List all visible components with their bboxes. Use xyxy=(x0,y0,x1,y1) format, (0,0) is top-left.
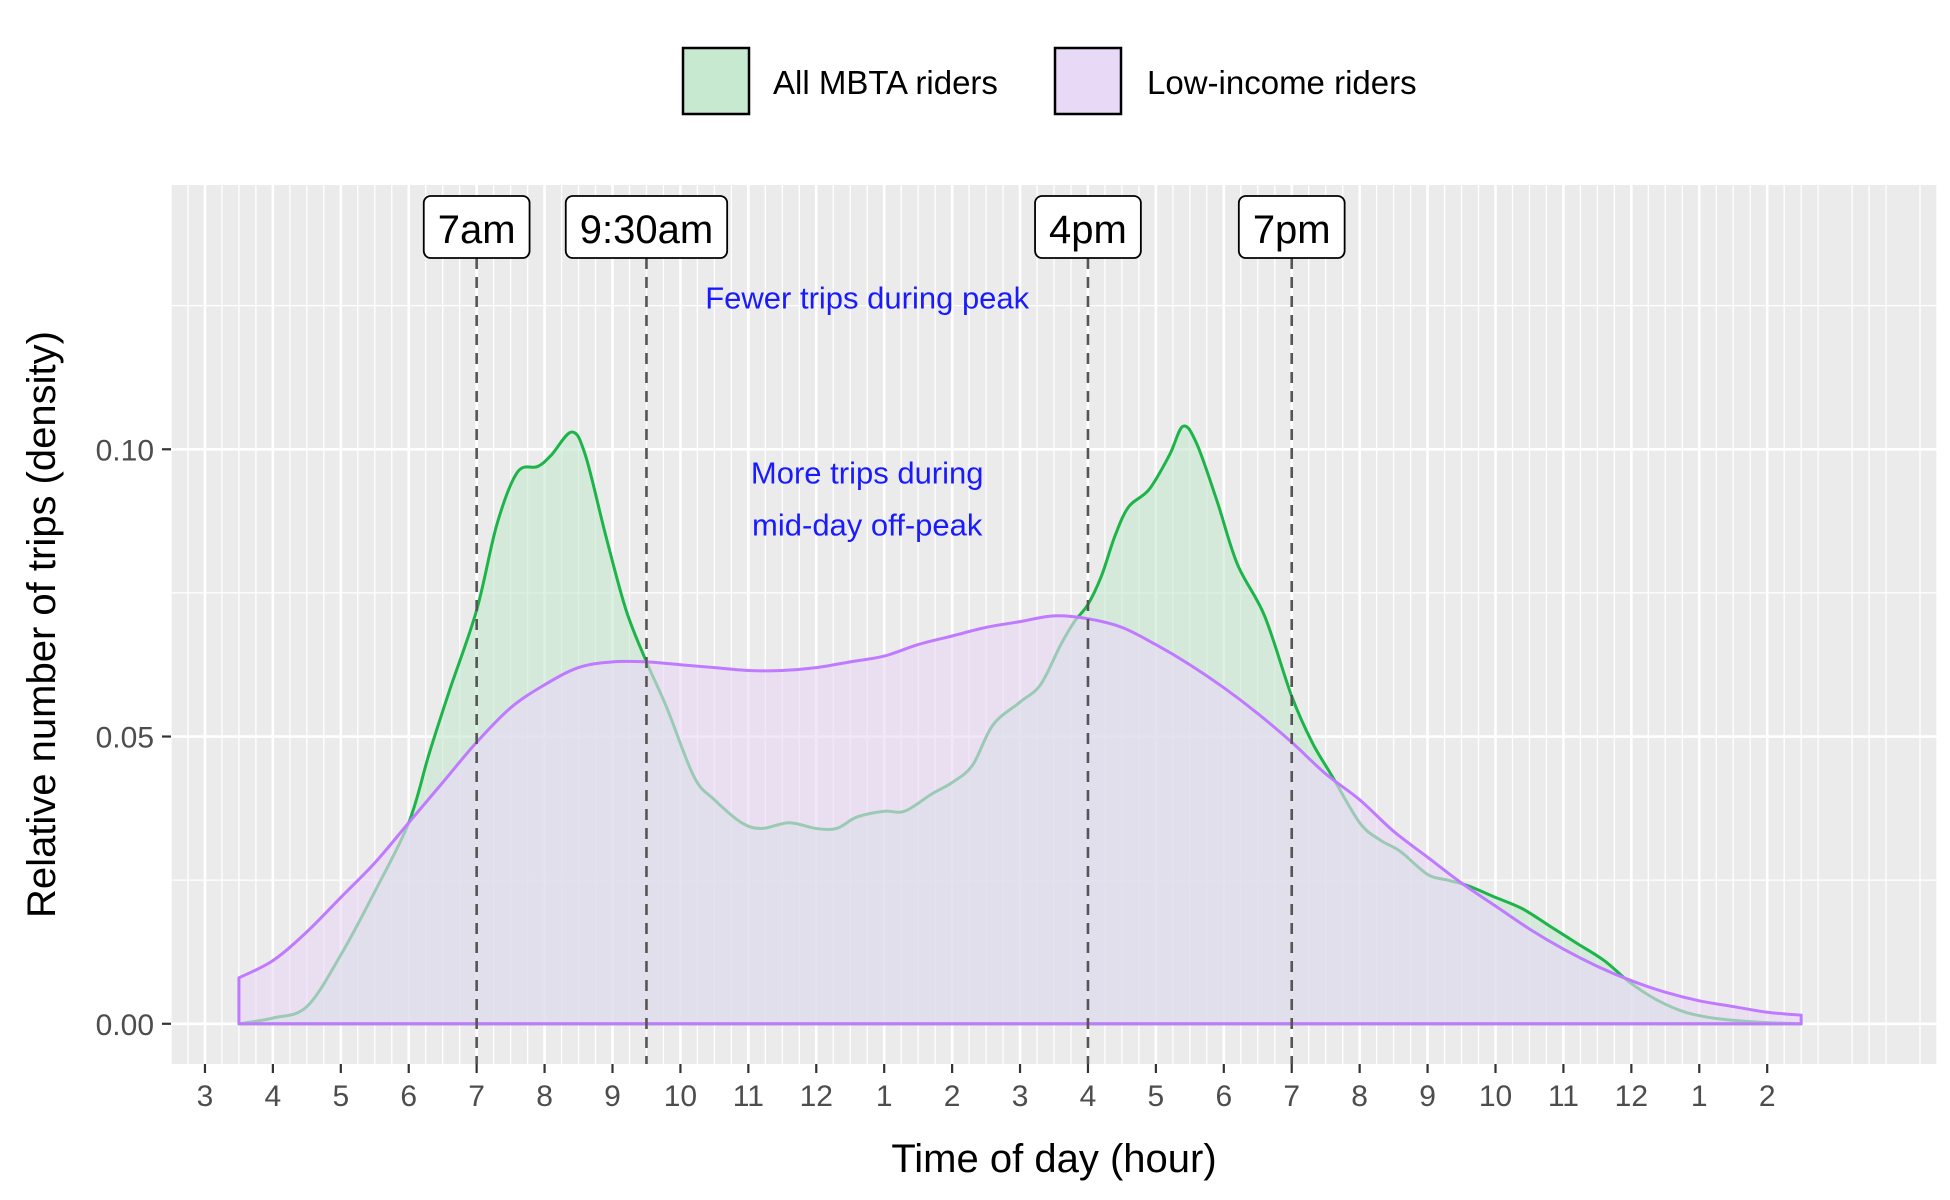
series-area-low-income-riders xyxy=(237,614,1803,1026)
x-tick-label: 6 xyxy=(1215,1080,1232,1113)
legend-label: Low-income riders xyxy=(1147,64,1417,101)
x-tick-label: 10 xyxy=(664,1080,697,1113)
legend: All MBTA riders Low-income riders xyxy=(681,46,1417,116)
x-tick-label: 8 xyxy=(536,1080,553,1113)
x-tick-label: 11 xyxy=(733,1080,764,1113)
marker-label-text: 4pm xyxy=(1049,208,1127,252)
x-tick-label: 4 xyxy=(1080,1080,1097,1113)
marker-label-box xyxy=(1034,195,1142,259)
marker-label-box xyxy=(422,195,531,259)
annotation-text: More trips during xyxy=(751,456,984,491)
marker-label-text: 7am xyxy=(438,208,516,252)
marker-label: 4pm xyxy=(1034,195,1142,259)
annotation-text: mid-day off-peak xyxy=(752,508,983,543)
x-tick-label: 9 xyxy=(1419,1080,1436,1113)
marker-label: 7pm xyxy=(1237,195,1346,259)
x-tick-label: 5 xyxy=(1148,1080,1165,1113)
axes: 3 4 5 6 7 8 9 10 11 12 1 2 3 4 5 6 7 8 9 10 11 12 1 20.000.050.… xyxy=(20,331,1776,1181)
series-layer xyxy=(237,424,1803,1026)
legend-key-low-income-riders xyxy=(1053,46,1123,116)
x-tick-label: 6 xyxy=(400,1080,417,1113)
vertical-markers: 7am 9:30am 4pm 7pm xyxy=(422,195,1346,1064)
x-tick-label: 3 xyxy=(1012,1080,1029,1113)
y-axis-title: Relative number of trips (density) xyxy=(20,331,64,918)
x-tick-label: 2 xyxy=(944,1080,961,1113)
legend-label: All MBTA riders xyxy=(773,64,998,101)
x-tick-label: 5 xyxy=(332,1080,349,1113)
marker-label-box xyxy=(1237,195,1346,259)
marker-label-text: 9:30am xyxy=(580,208,713,252)
x-tick-label: 3 xyxy=(197,1080,214,1113)
y-tick-label: 0.00 xyxy=(96,1009,154,1042)
x-tick-label: 8 xyxy=(1351,1080,1368,1113)
x-tick-label: 12 xyxy=(800,1080,833,1113)
x-tick-label: 10 xyxy=(1479,1080,1512,1113)
y-tick-label: 0.10 xyxy=(96,434,154,467)
x-tick-label: 7 xyxy=(468,1080,485,1113)
annotation-text: Fewer trips during peak xyxy=(705,281,1029,316)
marker-label-box xyxy=(564,195,729,259)
x-tick-label: 2 xyxy=(1759,1080,1776,1113)
x-axis-title: Time of day (hour) xyxy=(891,1137,1216,1181)
marker-label-text: 7pm xyxy=(1253,208,1331,252)
legend-key-all-mbta-riders xyxy=(681,46,751,116)
x-tick-label: 1 xyxy=(1691,1080,1708,1113)
x-tick-label: 9 xyxy=(604,1080,621,1113)
annotations: Fewer trips during peak More trips during… xyxy=(705,281,1029,543)
x-tick-label: 1 xyxy=(876,1080,893,1113)
marker-label: 7am xyxy=(422,195,531,259)
x-tick-label: 12 xyxy=(1615,1080,1648,1113)
x-tick-label: 11 xyxy=(1548,1080,1579,1113)
y-tick-label: 0.05 xyxy=(96,722,154,755)
x-tick-label: 4 xyxy=(265,1080,282,1113)
marker-label: 9:30am xyxy=(564,195,729,259)
x-tick-label: 7 xyxy=(1283,1080,1300,1113)
